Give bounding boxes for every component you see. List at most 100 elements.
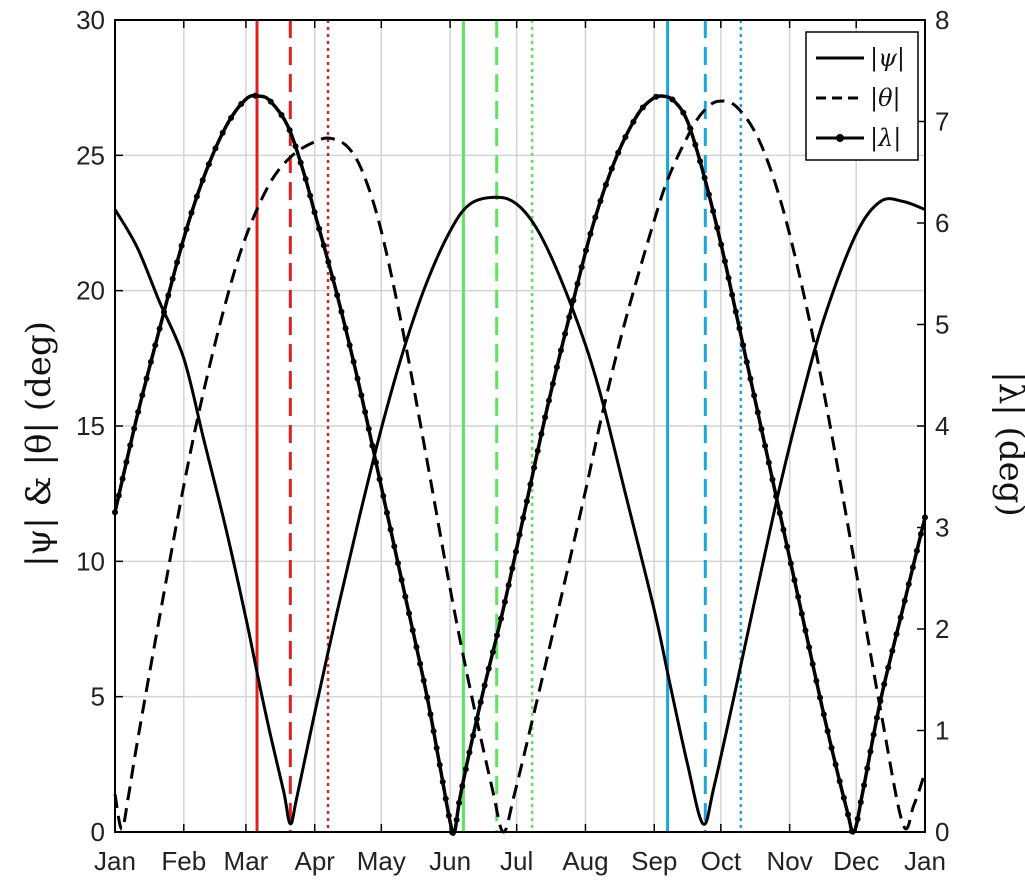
series-point: [542, 414, 549, 421]
series-point: [320, 242, 327, 249]
series-point: [267, 98, 274, 105]
x-tick-label: Jan: [94, 846, 136, 876]
legend-label: |ψ|: [870, 44, 905, 73]
x-tick-label: Jan: [904, 846, 946, 876]
series-point: [765, 459, 772, 466]
series-point: [754, 409, 761, 416]
series-point: [286, 127, 293, 134]
series-point: [523, 498, 530, 505]
series-point: [828, 744, 835, 751]
series-point: [813, 677, 820, 684]
series-point: [329, 275, 336, 282]
series-point: [342, 325, 349, 332]
series-point: [740, 342, 747, 349]
series-point: [489, 649, 496, 655]
x-tick-label: Apr: [294, 846, 335, 876]
series-point: [127, 442, 134, 449]
left-y-tick-label: 5: [91, 682, 105, 712]
series-point: [562, 330, 569, 337]
series-point: [845, 811, 852, 818]
series-point: [325, 258, 332, 265]
series-point: [769, 476, 776, 483]
right-y-tick-label: 1: [935, 716, 949, 746]
grid-lines: [114, 19, 926, 833]
series-point: [780, 526, 787, 533]
series-point: [549, 380, 556, 387]
series-point: [316, 225, 323, 232]
series-point: [820, 711, 827, 718]
series-point: [824, 728, 831, 735]
x-tick-label: Nov: [767, 846, 813, 876]
series-point: [160, 309, 167, 316]
series-point: [901, 597, 908, 604]
series-point: [383, 509, 390, 516]
series-point: [205, 161, 212, 168]
x-tick-label: Jul: [500, 846, 533, 876]
series-point: [877, 697, 884, 704]
series-point: [485, 665, 492, 672]
series-point: [424, 694, 431, 701]
series-point: [553, 364, 560, 371]
series-point: [394, 560, 401, 567]
series-point: [784, 543, 791, 550]
left-y-tick-label: 10: [76, 546, 105, 576]
series-point: [913, 547, 920, 554]
series-point: [697, 158, 704, 165]
series-point: [817, 694, 824, 701]
legend-label: |θ|: [870, 84, 901, 113]
series-point: [806, 644, 813, 651]
series-point: [505, 582, 512, 589]
series-point: [362, 409, 369, 416]
right-y-tick-label: 7: [935, 107, 949, 137]
series-point: [622, 134, 629, 141]
series-point: [758, 426, 765, 433]
series-point: [123, 459, 130, 466]
series-point: [557, 347, 564, 354]
series-point: [732, 308, 739, 315]
series-point: [372, 459, 379, 466]
series-point: [143, 375, 150, 382]
series-point: [156, 325, 163, 332]
series-lines: [112, 92, 928, 836]
series-point: [776, 510, 783, 517]
right-y-tick-label: 0: [935, 817, 949, 847]
series-line: [113, 195, 926, 826]
series-point: [692, 141, 699, 148]
series-point: [582, 247, 589, 254]
right-y-tick-label: 6: [935, 208, 949, 238]
series-point: [802, 627, 809, 634]
series-point: [751, 392, 758, 399]
series-point: [762, 442, 769, 449]
series-point: [881, 681, 888, 688]
series-point: [498, 615, 505, 622]
x-tick-label: Aug: [562, 846, 608, 876]
series-point: [587, 230, 594, 237]
series-point: [354, 375, 361, 382]
series-point: [516, 531, 523, 538]
series-point: [873, 714, 880, 721]
series-point: [350, 358, 357, 365]
series-line: [113, 99, 927, 834]
series-point: [417, 660, 424, 667]
series-point: [861, 782, 868, 789]
series-point: [687, 125, 694, 132]
series-point: [705, 191, 712, 198]
left-y-tick-label: 20: [76, 276, 105, 306]
series-point: [909, 564, 916, 571]
series-point: [152, 342, 159, 349]
series-point: [718, 241, 725, 248]
series-point: [630, 118, 637, 125]
series-point: [147, 358, 154, 365]
right-y-tick-label: 4: [935, 411, 949, 441]
series-point: [369, 442, 376, 449]
legend: |ψ| |θ| |λ|: [805, 31, 919, 161]
series-point: [787, 560, 794, 567]
series-point: [534, 447, 541, 454]
series-point: [334, 292, 341, 299]
series-point: [747, 375, 754, 382]
series-point: [721, 258, 728, 265]
series-point: [338, 308, 345, 315]
series-point: [597, 197, 604, 204]
series-point: [115, 492, 122, 499]
